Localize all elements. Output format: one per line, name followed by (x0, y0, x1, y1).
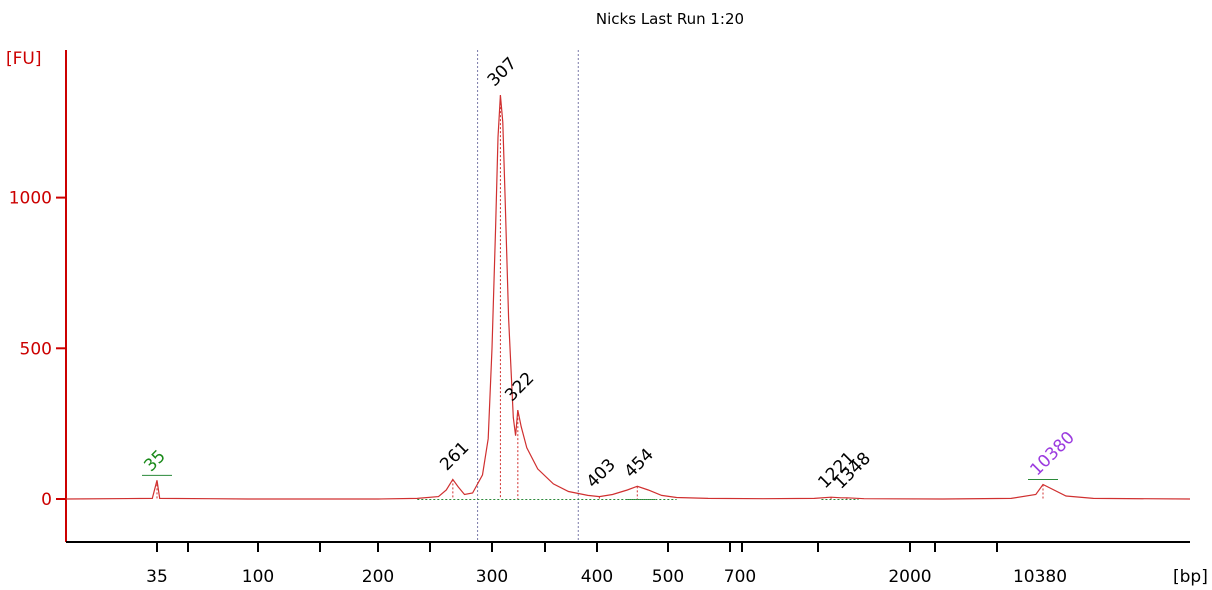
x-tick-label: 200 (362, 567, 394, 587)
x-tick-label: 35 (146, 567, 168, 587)
peak-label-403: 403 (583, 455, 620, 492)
peak-label-10380: 10380 (1026, 428, 1078, 480)
x-tick-label: 500 (652, 567, 684, 587)
chart-title: Nicks Last Run 1:20 (596, 10, 744, 28)
y-tick-label: 1000 (9, 189, 52, 209)
y-tick-label: 500 (20, 339, 52, 359)
x-tick-label: 100 (242, 567, 274, 587)
peak-label-35: 35 (140, 446, 169, 475)
series-trace-line (65, 95, 1191, 500)
x-tick-label: 300 (476, 567, 508, 587)
x-tick-label: 700 (724, 567, 756, 587)
y-tick-label: 0 (41, 490, 52, 510)
y-axis-label: [FU] (6, 49, 42, 69)
x-tick-label: 10380 (1013, 567, 1067, 587)
x-tick-label: 400 (581, 567, 613, 587)
x-tick-label: 2000 (888, 567, 931, 587)
peak-label-261: 261 (436, 438, 473, 475)
peak-label-454: 454 (621, 445, 658, 482)
peak-label-307: 307 (484, 54, 521, 91)
plot-area: 0 500 1000 35 100 200 300 400 500 700 2000 10380 35 2… (9, 50, 1191, 587)
x-axis-label: [bp] (1173, 567, 1208, 587)
peak-label-322: 322 (501, 369, 538, 406)
